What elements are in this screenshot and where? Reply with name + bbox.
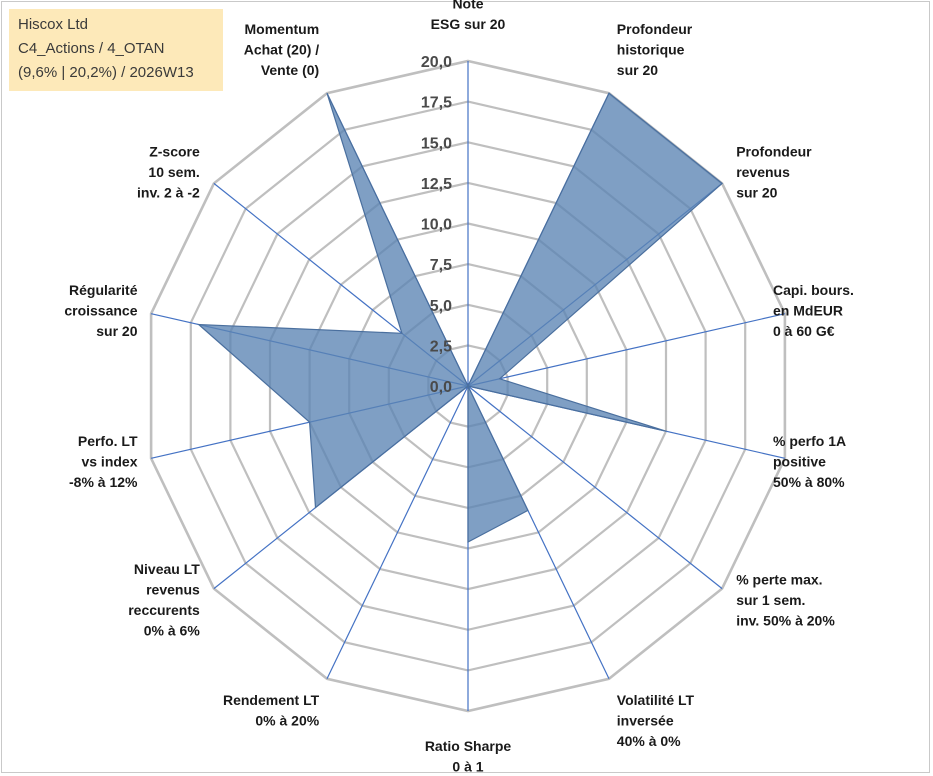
- radar-tick-labels: 0,0 2,5 5,0 7,5 10,0 12,5 15,0 17,5 20,0: [421, 54, 452, 396]
- axis-spoke: [467, 385, 723, 590]
- axis-label: Perfo. LT vs index -8% à 12%: [69, 433, 138, 490]
- axis-label: Momentum Achat (20) / Vente (0): [244, 21, 320, 78]
- series-area: [197, 92, 724, 543]
- tick-label: 2,5: [430, 338, 452, 355]
- radar-series: [197, 92, 724, 543]
- tick-label: 5,0: [430, 298, 452, 315]
- tick-label: 12,5: [421, 176, 452, 193]
- axis-label: Régularité croissance sur 20: [64, 282, 137, 339]
- category-label: C4_Actions / 4_OTAN: [18, 40, 165, 57]
- axis-label: Capi. bours. en MdEUR 0 à 60 G€: [773, 282, 854, 339]
- axis-label: Z-score 10 sem. inv. 2 à -2: [137, 144, 200, 201]
- axis-label: % perte max. sur 1 sem. inv. 50% à 20%: [736, 571, 835, 628]
- axis-label: Profondeur historique sur 20: [617, 21, 693, 78]
- axis-label: Rendement LT 0% à 20%: [223, 692, 320, 729]
- radar-axis-labels: Note ESG sur 20 Profondeur historique sur 20…: [64, 0, 854, 775]
- axis-spoke: [326, 385, 469, 680]
- axis-label: Profondeur revenus sur 20: [736, 144, 812, 201]
- tick-label: 15,0: [421, 135, 452, 152]
- tick-label: 10,0: [421, 217, 452, 234]
- tick-label: 7,5: [430, 257, 452, 274]
- tick-label: 20,0: [421, 54, 452, 71]
- axis-label: Niveau LT revenus reccurents 0% à 6%: [128, 561, 200, 639]
- axis-label: Note ESG sur 20: [431, 0, 506, 32]
- axis-label: % perfo 1A positive 50% à 80%: [773, 433, 846, 490]
- axis-spoke: [467, 313, 786, 387]
- period-label: (9,6% | 20,2%) / 2026W13: [18, 64, 194, 81]
- tick-label: 0,0: [430, 379, 452, 396]
- axis-label: Volatilité LT inversée 40% à 0%: [617, 692, 695, 749]
- company-name: Hiscox Ltd: [18, 16, 89, 33]
- info-box: Hiscox Ltd C4_Actions / 4_OTAN (9,6% | 2…: [9, 9, 223, 91]
- axis-label: Ratio Sharpe 0 à 1: [425, 738, 512, 775]
- tick-label: 17,5: [421, 95, 452, 112]
